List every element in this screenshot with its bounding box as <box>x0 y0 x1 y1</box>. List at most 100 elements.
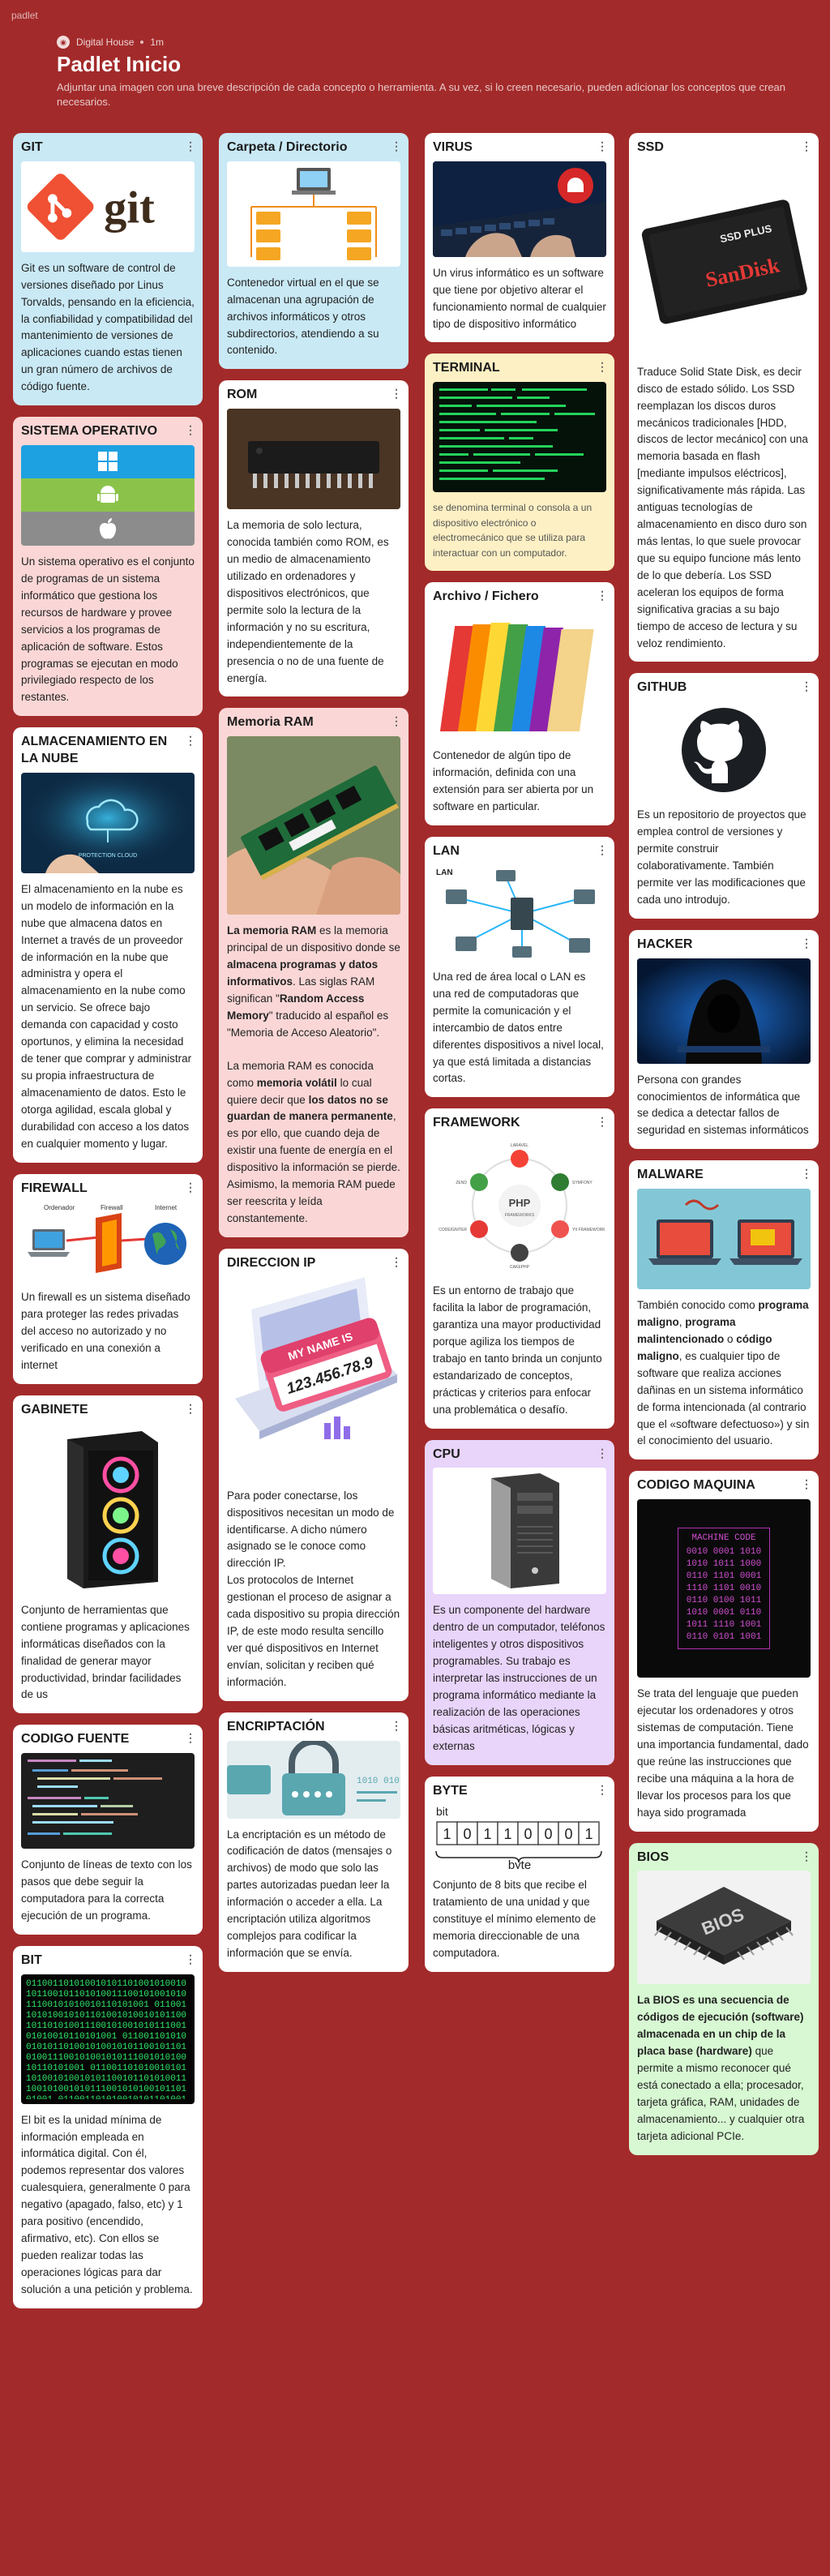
post-title: BYTE <box>433 1783 468 1798</box>
post-menu-icon[interactable]: ⋮ <box>185 1952 196 1965</box>
post-menu-icon[interactable]: ⋮ <box>185 1180 196 1194</box>
text-segment: También conocido como <box>637 1299 759 1312</box>
cloud-storage-image[interactable]: PROTECTION CLOUD <box>21 772 195 873</box>
ip-address-image[interactable]: MY NAME IS 123.456.78.9 <box>227 1276 400 1480</box>
post-title: ENCRIPTACIÓN <box>227 1719 325 1734</box>
machine-code-row: 1110 1101 0010 <box>686 1584 762 1594</box>
post-menu-icon[interactable]: ⋮ <box>801 936 812 949</box>
machine-code-image[interactable]: MACHINE CODE 0010 0001 1010 1010 1011 100… <box>637 1499 811 1678</box>
post-card-cpu[interactable]: ⋮ CPU Es un componente del hardware dent… <box>425 1439 614 1765</box>
post-menu-icon[interactable]: ⋮ <box>597 1115 608 1129</box>
malware-image[interactable] <box>637 1189 811 1290</box>
binary-code-image[interactable]: 0110011010100101011010010100101011001011… <box>21 1974 195 2104</box>
post-card-bios[interactable]: ⋮ BIOS BIOS La BIOS es una secuencia de … <box>629 1842 819 2155</box>
post-card-gabinete[interactable]: ⋮ GABINETE Conjunto de herramientas que … <box>13 1395 203 1714</box>
post-menu-icon[interactable]: ⋮ <box>597 1782 608 1796</box>
post-card-framework[interactable]: ⋮ FRAMEWORK PHP FRAMEWORKS LARAVEL SYMFO… <box>425 1108 614 1429</box>
author-name[interactable]: Digital House <box>76 36 135 48</box>
ssd-drive-image[interactable]: SSD PLUS SanDisk <box>637 161 811 356</box>
post-menu-icon[interactable]: ⋮ <box>597 139 608 152</box>
post-card-ssd[interactable]: ⋮ SSD SSD PLUS SanDisk Traduce Solid Sta… <box>629 133 819 662</box>
post-menu-icon[interactable]: ⋮ <box>185 734 196 748</box>
machine-code-heading: MACHINE CODE <box>691 1533 756 1544</box>
hacker-image[interactable] <box>637 958 811 1064</box>
byte-cell-digit: 0 <box>564 1826 572 1842</box>
padlet-logo[interactable]: padlet <box>11 10 38 21</box>
post-menu-icon[interactable]: ⋮ <box>801 1477 812 1491</box>
post-menu-icon[interactable]: ⋮ <box>185 1402 196 1416</box>
folders-image[interactable] <box>433 610 606 740</box>
git-logo-image[interactable]: git <box>21 161 195 252</box>
post-body: Es un entorno de trabajo que facilita la… <box>433 1284 602 1416</box>
pc-case-image[interactable] <box>21 1423 195 1594</box>
post-card-memoria-ram[interactable]: ⋮ Memoria RAM La memoria RAM es la memor… <box>219 708 409 1237</box>
column-2: ⋮ Carpeta / Directorio Contenedor virtua… <box>219 133 409 1983</box>
post-body: La encriptación es un método de codifica… <box>227 1828 392 1959</box>
bold-text-segment: los datos no se guardan de manera perman… <box>227 1093 393 1123</box>
lan-network-image[interactable]: LAN <box>433 864 606 961</box>
post-menu-icon[interactable]: ⋮ <box>391 387 402 401</box>
firewall-diagram-image[interactable]: Ordenador Firewall Internet <box>21 1202 195 1282</box>
php-frameworks-image[interactable]: PHP FRAMEWORKS LARAVEL SYMFONY YII FRAME… <box>433 1137 606 1275</box>
post-card-malware[interactable]: ⋮ MALWARE También conocido como programa… <box>629 1160 819 1460</box>
post-menu-icon[interactable]: ⋮ <box>801 1849 812 1862</box>
post-card-firewall[interactable]: ⋮ FIREWALL Ordenador Firewall Internet U… <box>13 1173 203 1385</box>
post-card-bit[interactable]: ⋮ BIT 0110011010100101011010010100101011… <box>13 1945 203 2308</box>
board-title: Padlet Inicio <box>57 52 182 76</box>
bold-text-segment: memoria volátil <box>256 1076 337 1089</box>
machine-code-row: 1010 0001 0110 <box>686 1608 762 1618</box>
terminal-screen-image[interactable] <box>433 382 606 493</box>
post-card-codigo-maquina[interactable]: ⋮ CODIGO MAQUINA MACHINE CODE 0010 0001 … <box>629 1471 819 1832</box>
post-body: Una red de área local o LAN es una red d… <box>433 970 604 1085</box>
post-menu-icon[interactable]: ⋮ <box>597 843 608 857</box>
post-card-encriptacion[interactable]: ⋮ ENCRIPTACIÓN 1010 0101 La encriptación… <box>219 1712 409 1972</box>
author-avatar[interactable]: ◉ <box>57 36 70 49</box>
post-card-hacker[interactable]: ⋮ HACKER Persona con grandes conocimient… <box>629 929 819 1150</box>
post-card-lan[interactable]: ⋮ LAN LAN Una red de área local o LAN es… <box>425 837 614 1098</box>
bold-text-segment: código maligno <box>637 1332 772 1362</box>
source-code-image[interactable] <box>21 1753 195 1849</box>
post-menu-icon[interactable]: ⋮ <box>391 139 402 152</box>
bios-chip-image[interactable]: BIOS <box>637 1871 811 1985</box>
post-title: BIOS <box>637 1849 670 1864</box>
post-card-github[interactable]: ⋮ GITHUB Es un repositorio de proyectos … <box>629 673 819 919</box>
post-menu-icon[interactable]: ⋮ <box>801 679 812 693</box>
post-menu-icon[interactable]: ⋮ <box>185 139 196 152</box>
post-card-direccion-ip[interactable]: ⋮ DIRECCION IP MY NAME IS 123.456.78.9 P… <box>219 1248 409 1701</box>
post-menu-icon[interactable]: ⋮ <box>597 588 608 602</box>
directory-tree-image[interactable] <box>227 161 400 267</box>
post-card-codigo-fuente[interactable]: ⋮ CODIGO FUENTE Conjunto de líneas de te… <box>13 1725 203 1935</box>
cpu-tower-image[interactable] <box>433 1468 606 1595</box>
post-card-terminal[interactable]: ⋮ TERMINAL se deno <box>425 354 614 571</box>
post-card-rom[interactable]: ⋮ ROM La memoria de solo lectura, conoci… <box>219 380 409 697</box>
post-menu-icon[interactable]: ⋮ <box>597 1446 608 1459</box>
post-card-git[interactable]: ⋮ GIT git Git es un software de control … <box>13 133 203 406</box>
post-menu-icon[interactable]: ⋮ <box>391 1718 402 1732</box>
post-menu-icon[interactable]: ⋮ <box>185 423 196 437</box>
rom-chip-image[interactable] <box>227 409 400 510</box>
post-menu-icon[interactable]: ⋮ <box>801 139 812 152</box>
post-card-almacenamiento-nube[interactable]: ⋮ ALMACENAMIENTO EN LA NUBE PROTECTION C… <box>13 727 203 1163</box>
post-card-sistema-operativo[interactable]: ⋮ SISTEMA OPERATIVO Un sistema operativo… <box>13 417 203 717</box>
post-card-archivo[interactable]: ⋮ Archivo / Fichero Contenedor de algún … <box>425 581 614 826</box>
post-body: Un virus informático es un software que … <box>433 266 606 330</box>
post-card-carpeta[interactable]: ⋮ Carpeta / Directorio Contenedor virtua… <box>219 133 409 370</box>
post-menu-icon[interactable]: ⋮ <box>391 714 402 728</box>
post-menu-icon[interactable]: ⋮ <box>391 1254 402 1268</box>
encryption-lock-image[interactable]: 1010 0101 <box>227 1740 400 1819</box>
github-logo-icon[interactable] <box>637 701 811 799</box>
ram-module-image[interactable] <box>227 736 400 915</box>
post-card-virus[interactable]: ⋮ VIRUS Un virus informático es un softw… <box>425 133 614 343</box>
os-logos-image[interactable] <box>21 444 195 546</box>
bold-text-segment: La BIOS es una secuencia de códigos de e… <box>637 1994 804 2058</box>
virus-keyboard-image[interactable] <box>433 161 606 257</box>
android-icon <box>21 478 195 512</box>
post-body: La BIOS es una secuencia de códigos de e… <box>637 1992 811 2145</box>
post-title: Memoria RAM <box>227 715 314 730</box>
post-menu-icon[interactable]: ⋮ <box>597 360 608 374</box>
post-menu-icon[interactable]: ⋮ <box>801 1167 812 1181</box>
post-menu-icon[interactable]: ⋮ <box>185 1731 196 1745</box>
post-title: GABINETE <box>21 1403 88 1417</box>
